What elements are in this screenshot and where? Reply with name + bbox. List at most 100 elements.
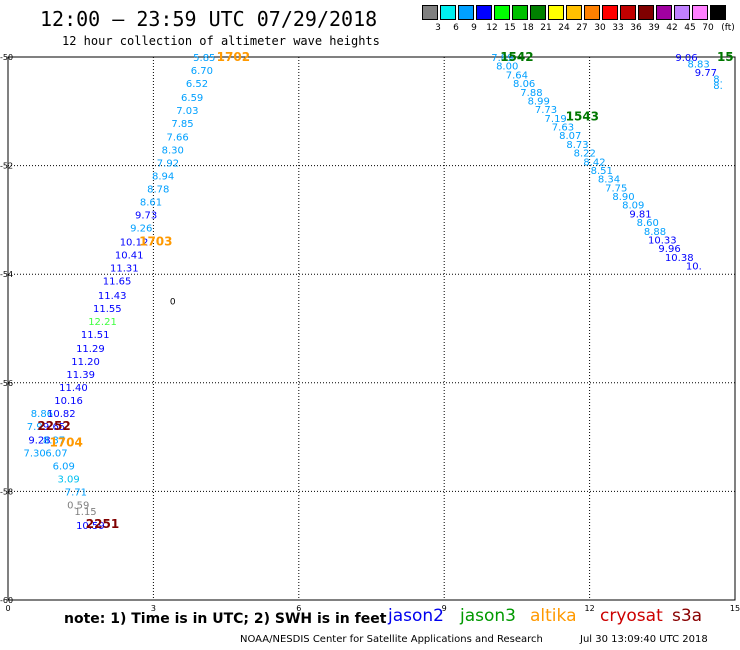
legend-swatch bbox=[602, 5, 618, 20]
swh-value: 11.65 bbox=[103, 277, 132, 288]
legend-label: 36 bbox=[630, 23, 642, 33]
pass-time-labels: 1702 1703 1704 2252 2251 1542 1543 15 0 bbox=[37, 50, 733, 531]
pass-time: 2252 bbox=[37, 419, 70, 433]
legend-label: 9 bbox=[471, 23, 477, 33]
swh-value: 0.59 bbox=[67, 500, 89, 511]
map-title: 12:00 – 23:59 UTC 07/29/2018 bbox=[40, 7, 378, 31]
legend-swatch bbox=[476, 5, 492, 20]
latitude-labels: -50 -52 -54 -56 -58 -60 bbox=[0, 53, 13, 605]
pass-time: 1542 bbox=[500, 50, 533, 64]
pass-time: 1703 bbox=[139, 235, 172, 249]
legend-swatch bbox=[710, 5, 726, 20]
swh-value: 7.88 bbox=[520, 88, 542, 99]
legend-swatch bbox=[620, 5, 636, 20]
legend-swatch bbox=[692, 5, 708, 20]
swh-value: 8. bbox=[713, 81, 723, 92]
legend-label: 42 bbox=[666, 23, 678, 33]
swh-value: 11.43 bbox=[98, 291, 127, 302]
lat-tick-label: -54 bbox=[0, 270, 13, 279]
swh-value: 7.85 bbox=[171, 119, 193, 130]
lon-tick-label: 6 bbox=[296, 604, 301, 613]
swh-value: 8.83 bbox=[688, 60, 710, 71]
swh-value: 6.52 bbox=[186, 79, 208, 90]
legend-swatch bbox=[584, 5, 600, 20]
satellite-jason2: jason2 bbox=[388, 606, 444, 626]
swh-value: 8.51 bbox=[591, 166, 613, 177]
swh-value: 8.60 bbox=[637, 218, 659, 229]
swh-observations: 5.85 6.70 6.52 6.59 7.03 7.85 7.66 8.30 7.92 8.94… bbox=[24, 53, 723, 532]
legend-swatch bbox=[440, 5, 456, 20]
legend-label: 18 bbox=[522, 23, 534, 33]
swh-value: 8.00 bbox=[496, 62, 518, 73]
lon-tick-label: 3 bbox=[151, 604, 156, 613]
legend-label: 15 bbox=[504, 23, 516, 33]
swh-value: 7.71 bbox=[65, 487, 87, 498]
lon-tick-label: 12 bbox=[585, 604, 595, 613]
lat-tick-label: -60 bbox=[0, 596, 13, 605]
swh-value: 10.12 bbox=[120, 238, 149, 249]
swh-value: 10.82 bbox=[47, 409, 76, 420]
swh-value: 10.33 bbox=[648, 235, 677, 246]
lat-tick-label: -50 bbox=[0, 53, 13, 62]
legend-swatch bbox=[638, 5, 654, 20]
legend-label: 39 bbox=[648, 23, 660, 33]
legend-swatch bbox=[494, 5, 510, 20]
pass-time: 1704 bbox=[49, 436, 82, 450]
swh-value: 9.73 bbox=[135, 210, 157, 221]
swh-value: 7.73 bbox=[535, 105, 557, 116]
legend-label: 33 bbox=[612, 23, 624, 33]
pass-time: 1702 bbox=[217, 50, 250, 64]
swh-value: 8.90 bbox=[612, 192, 634, 203]
swh-value: 8.30 bbox=[162, 145, 184, 156]
legend-swatch bbox=[530, 5, 546, 20]
swh-value: 6.07 bbox=[45, 448, 67, 459]
swh-value: 10. bbox=[686, 262, 702, 273]
legend-swatch bbox=[458, 5, 474, 20]
legend-label: 27 bbox=[576, 23, 588, 33]
swh-value: 7.92 bbox=[157, 158, 179, 169]
swh-value: 11.51 bbox=[81, 330, 110, 341]
swh-value: 7.19 bbox=[545, 114, 567, 125]
swh-value: 11.29 bbox=[76, 344, 105, 355]
swh-value: 10.38 bbox=[665, 253, 694, 264]
swh-value: 7.89 bbox=[491, 53, 513, 64]
lon-tick-label: 9 bbox=[442, 604, 447, 613]
pass-time: 1543 bbox=[566, 110, 599, 124]
swh-value: 8.73 bbox=[566, 140, 588, 151]
legend-label: 21 bbox=[540, 23, 552, 33]
pass-time: 2251 bbox=[86, 517, 119, 531]
swh-value: 8.06 bbox=[513, 79, 535, 90]
swh-value: 10.59 bbox=[76, 521, 105, 532]
swh-value: 8.88 bbox=[644, 227, 666, 238]
swh-value: 11.20 bbox=[71, 357, 100, 368]
lat-tick-label: -56 bbox=[0, 379, 13, 388]
lat-tick-label: -58 bbox=[0, 487, 13, 496]
swh-value: 8.94 bbox=[152, 171, 174, 182]
legend-swatch bbox=[656, 5, 672, 20]
satellite-altika: altika bbox=[530, 606, 577, 626]
legend-label: 70 bbox=[702, 23, 714, 33]
swh-value: 8.09 bbox=[622, 201, 644, 212]
legend-label: 3 bbox=[435, 23, 441, 33]
swh-value: 7.63 bbox=[552, 123, 574, 134]
swh-value: 12.21 bbox=[88, 317, 117, 328]
swh-value: 9.65 bbox=[43, 422, 65, 433]
legend-swatch bbox=[422, 5, 438, 20]
swh-value: 7.30 bbox=[24, 448, 46, 459]
swh-value: 8.22 bbox=[574, 149, 596, 160]
swh-value: 8.78 bbox=[147, 184, 169, 195]
credit-line: NOAA/NESDIS Center for Satellite Applica… bbox=[240, 634, 543, 645]
grid-lines bbox=[7, 56, 736, 601]
swh-value: 8.37 bbox=[43, 435, 65, 446]
swh-value: 10.16 bbox=[54, 396, 83, 407]
legend-label: 12 bbox=[486, 23, 498, 33]
legend-label: 24 bbox=[558, 23, 570, 33]
legend-label: 6 bbox=[453, 23, 459, 33]
generation-timestamp: Jul 30 13:09:40 UTC 2018 bbox=[580, 634, 708, 645]
swh-value: 11.31 bbox=[110, 264, 139, 275]
map-marker: 0 bbox=[170, 297, 176, 307]
swh-value: 6.09 bbox=[53, 461, 75, 472]
swh-value: 5.85 bbox=[193, 53, 215, 64]
swh-value: 10.41 bbox=[115, 251, 144, 262]
swh-value: 9.81 bbox=[629, 209, 651, 220]
